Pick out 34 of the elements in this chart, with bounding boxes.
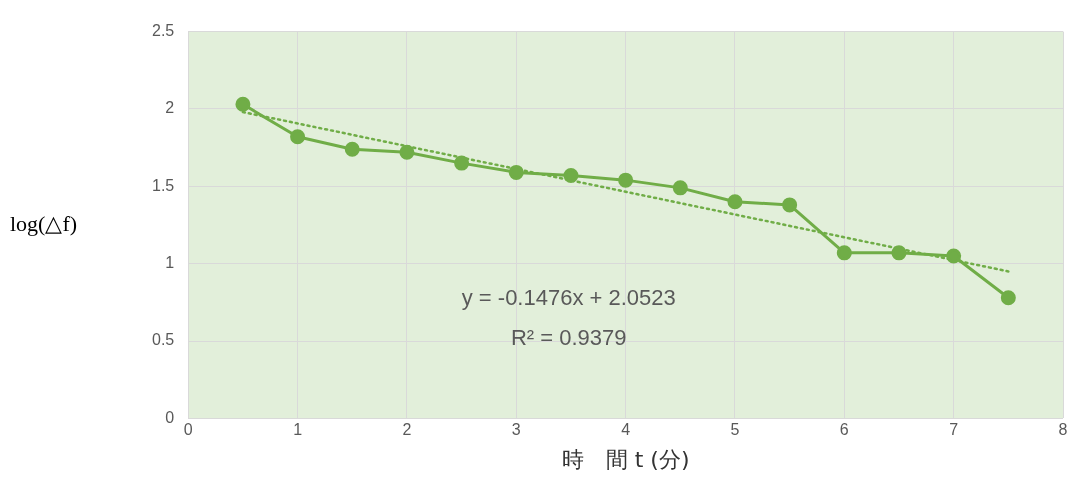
point xyxy=(727,194,743,210)
point xyxy=(672,180,688,196)
point xyxy=(563,167,579,183)
y-tick-label: 1.5 xyxy=(151,176,175,194)
y-tick-label: 2 xyxy=(165,99,175,117)
x-tick-label: 3 xyxy=(511,421,521,439)
y-tick-label: 1 xyxy=(165,254,175,272)
point xyxy=(235,96,251,112)
x-tick-label: 2 xyxy=(402,421,412,439)
annotation: R² = 0.9379 xyxy=(510,325,627,351)
y-tick-label: 2.5 xyxy=(151,22,175,40)
x-tick-label: 6 xyxy=(839,421,849,439)
x-axis-title: 時 間 t (分) xyxy=(561,446,690,472)
point xyxy=(454,155,470,171)
point xyxy=(946,248,962,264)
point xyxy=(508,164,524,180)
x-tick-label: 8 xyxy=(1058,421,1068,439)
x-tick-label: 5 xyxy=(730,421,740,439)
y-axis-title: log(△f) xyxy=(10,210,78,236)
point xyxy=(782,197,798,213)
y-tick-label: 0.5 xyxy=(151,331,175,349)
point xyxy=(618,172,634,188)
point xyxy=(399,144,415,160)
x-tick-label: 1 xyxy=(293,421,303,439)
point xyxy=(344,141,360,157)
x-tick-label: 0 xyxy=(183,421,193,439)
point xyxy=(290,129,306,145)
y-tick-label: 0 xyxy=(165,408,175,426)
x-tick-label: 7 xyxy=(949,421,959,439)
annotation: y = -0.1476x + 2.0523 xyxy=(461,284,676,310)
point xyxy=(1000,290,1016,306)
point xyxy=(891,245,907,261)
x-tick-label: 4 xyxy=(621,421,631,439)
point xyxy=(836,245,852,261)
